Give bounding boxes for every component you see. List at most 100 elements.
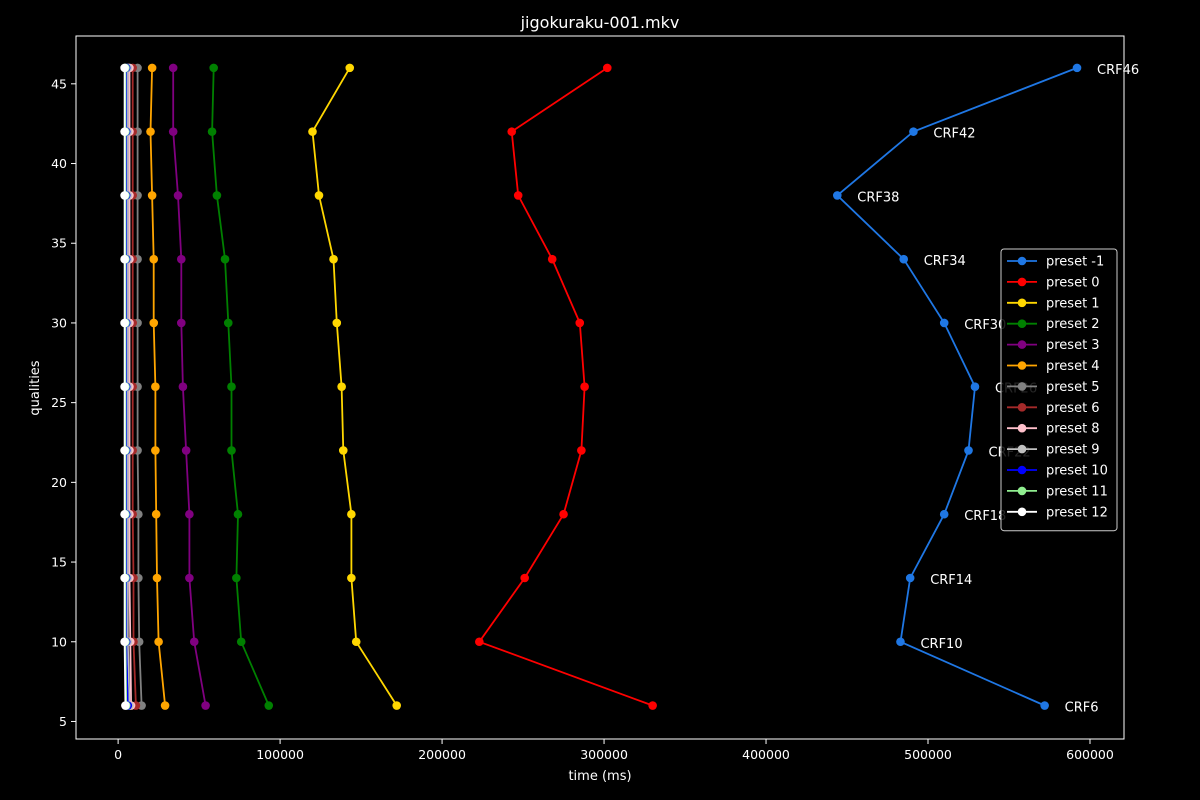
- legend-item-preset-0: preset 0: [1007, 275, 1100, 290]
- data-point: [899, 254, 909, 264]
- data-point: [896, 637, 905, 647]
- legend-marker: [1017, 486, 1027, 496]
- data-point: [338, 446, 348, 455]
- y-tick-label: 30: [51, 315, 67, 330]
- data-point: [212, 191, 222, 200]
- legend-marker: [1017, 319, 1027, 329]
- legend-item-preset-1: preset -1: [1007, 255, 1104, 270]
- data-point: [120, 509, 129, 519]
- plot-frame: [75, 35, 1125, 740]
- y-axis-label: qualities: [28, 360, 43, 415]
- data-point: [1072, 63, 1082, 73]
- legend-item-preset-12: preset 12: [1007, 505, 1108, 520]
- data-point: [264, 701, 274, 710]
- legend-label: preset 0: [1046, 275, 1100, 290]
- legend-item-preset-3: preset 3: [1007, 338, 1100, 353]
- legend-item-preset-5: preset 5: [1007, 380, 1100, 395]
- crf-annotation: CRF46: [1097, 63, 1139, 78]
- data-point: [227, 382, 236, 392]
- legend-marker: [1017, 277, 1027, 287]
- legend-label: preset 3: [1046, 338, 1100, 353]
- legend-marker: [1017, 465, 1027, 475]
- data-point: [232, 573, 241, 583]
- data-point: [314, 191, 324, 200]
- x-tick-label: 600000: [1066, 747, 1114, 762]
- series-preset-0: [475, 63, 657, 710]
- data-point: [345, 63, 355, 73]
- data-point: [559, 509, 568, 519]
- legend-item-preset-11: preset 11: [1007, 484, 1108, 499]
- data-point: [207, 127, 217, 136]
- crf-annotation: CRF18: [964, 509, 1006, 524]
- data-point: [964, 446, 973, 455]
- legend-label: preset 12: [1046, 505, 1108, 520]
- data-point: [151, 446, 160, 455]
- data-point: [178, 382, 188, 392]
- legend-label: preset 8: [1046, 422, 1100, 437]
- data-point: [181, 446, 191, 455]
- x-tick-label: 200000: [418, 747, 466, 762]
- data-point: [120, 446, 129, 455]
- legend-label: preset 10: [1046, 464, 1108, 479]
- data-point: [176, 318, 186, 328]
- legend-label: preset 5: [1046, 380, 1100, 395]
- data-point: [905, 573, 915, 583]
- data-point: [475, 637, 484, 647]
- data-point: [236, 637, 246, 647]
- legend-marker: [1017, 507, 1027, 517]
- chart-title: jigokuraku-001.mkv: [520, 13, 680, 32]
- data-point: [580, 382, 589, 392]
- data-point: [201, 701, 210, 710]
- data-point: [547, 254, 557, 264]
- x-tick-label: 500000: [904, 747, 952, 762]
- legend-label: preset 6: [1046, 401, 1100, 416]
- legend-item-preset-10: preset 10: [1007, 464, 1108, 479]
- series-preset-1: [308, 63, 402, 710]
- legend-marker: [1017, 361, 1027, 370]
- legend-marker: [1017, 423, 1027, 433]
- data-point: [575, 318, 585, 328]
- legend-label: preset 4: [1046, 359, 1100, 374]
- data-point: [209, 63, 218, 73]
- data-point: [185, 509, 194, 519]
- crf-annotation: CRF38: [857, 190, 899, 205]
- crf-annotation: CRF14: [930, 573, 972, 588]
- y-tick-label: 40: [51, 156, 67, 171]
- series-preset-1: [832, 63, 1082, 710]
- legend-item-preset-9: preset 9: [1007, 443, 1100, 458]
- data-point: [392, 701, 402, 710]
- y-axis: 5 10 15 20 25 30 35 40 45: [51, 76, 76, 729]
- data-point: [648, 701, 657, 710]
- legend-frame: [1000, 248, 1118, 532]
- series-layer: [120, 63, 1082, 710]
- data-point: [1040, 701, 1049, 710]
- legend-label: preset 9: [1046, 443, 1100, 458]
- data-point: [337, 382, 346, 392]
- x-tick-label: 400000: [742, 747, 790, 762]
- data-point: [120, 637, 129, 647]
- data-point: [120, 382, 129, 392]
- x-axis-label: time (ms): [568, 769, 631, 784]
- crf-annotation: CRF42: [933, 127, 975, 142]
- series-preset-4: [146, 63, 170, 710]
- data-point: [351, 637, 361, 647]
- legend-item-preset-4: preset 4: [1007, 359, 1100, 374]
- y-tick-label: 45: [51, 76, 67, 91]
- data-point: [160, 701, 170, 710]
- legend-item-preset-2: preset 2: [1007, 317, 1100, 332]
- y-tick-label: 20: [51, 475, 67, 490]
- data-point: [347, 509, 356, 519]
- legend-marker: [1017, 444, 1027, 454]
- legend-label: preset 11: [1046, 484, 1108, 499]
- legend-marker: [1017, 256, 1027, 266]
- data-point: [223, 318, 233, 328]
- data-point: [120, 127, 129, 136]
- data-point: [832, 191, 842, 200]
- legend-marker: [1017, 382, 1027, 391]
- y-tick-label: 15: [51, 555, 67, 570]
- data-point: [227, 446, 236, 455]
- legend: preset -1 preset 0 preset 1 preset 2 preset …: [1000, 248, 1118, 532]
- data-point: [120, 318, 129, 328]
- data-point: [332, 318, 342, 328]
- legend-item-preset-1: preset 1: [1007, 296, 1100, 311]
